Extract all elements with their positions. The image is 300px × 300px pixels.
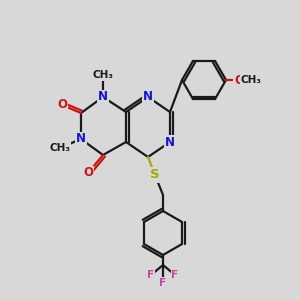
Text: N: N (76, 133, 86, 146)
Text: O: O (83, 167, 93, 179)
Text: CH₃: CH₃ (50, 143, 70, 153)
Text: N: N (165, 136, 175, 148)
Text: CH₃: CH₃ (92, 70, 113, 80)
Text: F: F (147, 270, 155, 280)
Text: N: N (143, 91, 153, 103)
Text: F: F (171, 270, 178, 280)
Text: O: O (234, 74, 244, 86)
Text: F: F (159, 278, 167, 288)
Text: O: O (57, 98, 67, 112)
Text: CH₃: CH₃ (241, 75, 262, 85)
Text: S: S (150, 169, 160, 182)
Text: N: N (98, 91, 108, 103)
